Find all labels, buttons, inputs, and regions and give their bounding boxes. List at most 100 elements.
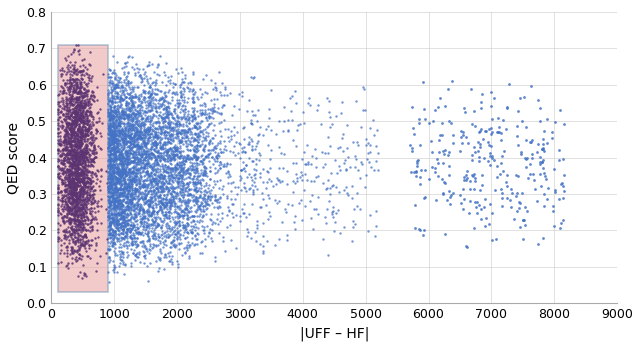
- Point: [183, 183, 193, 189]
- Point: [71, 80, 81, 86]
- Point: [66, 244, 76, 250]
- Point: [70, 193, 80, 199]
- Point: [109, 134, 120, 140]
- Point: [356, 124, 367, 129]
- Point: [300, 172, 310, 177]
- Point: [104, 207, 114, 212]
- Point: [70, 96, 81, 102]
- Point: [287, 189, 298, 195]
- Point: [132, 235, 142, 241]
- Point: [129, 137, 139, 143]
- Point: [107, 217, 117, 223]
- Point: [76, 150, 86, 155]
- Point: [69, 217, 79, 223]
- Point: [73, 126, 83, 132]
- Point: [203, 185, 213, 191]
- Point: [274, 177, 284, 182]
- Point: [337, 131, 348, 136]
- Point: [67, 247, 77, 252]
- Point: [542, 116, 552, 122]
- Point: [126, 159, 136, 164]
- Point: [81, 111, 92, 117]
- Point: [61, 107, 71, 112]
- Point: [70, 213, 80, 219]
- Point: [216, 149, 226, 155]
- Point: [132, 126, 143, 132]
- Point: [148, 147, 159, 153]
- Point: [88, 191, 99, 197]
- Point: [156, 177, 166, 182]
- Point: [70, 121, 81, 126]
- Point: [120, 130, 130, 136]
- Point: [118, 240, 129, 246]
- Point: [260, 185, 271, 190]
- Point: [131, 200, 141, 206]
- Point: [81, 238, 91, 243]
- Point: [173, 118, 183, 124]
- Point: [109, 159, 119, 164]
- Point: [83, 216, 93, 222]
- Point: [189, 99, 200, 104]
- Point: [73, 176, 83, 182]
- Point: [110, 213, 120, 219]
- Point: [78, 181, 88, 186]
- Point: [111, 125, 121, 130]
- Point: [175, 168, 185, 174]
- Point: [75, 88, 85, 94]
- Point: [118, 207, 128, 213]
- Point: [161, 113, 172, 119]
- Point: [104, 257, 115, 262]
- Point: [152, 105, 163, 110]
- Point: [119, 188, 129, 193]
- Point: [104, 230, 115, 236]
- Point: [140, 253, 150, 258]
- Point: [67, 101, 77, 106]
- Point: [73, 175, 83, 181]
- Point: [138, 116, 148, 121]
- Point: [127, 144, 138, 149]
- Point: [175, 197, 185, 203]
- Point: [126, 183, 136, 189]
- Point: [181, 176, 191, 181]
- Point: [78, 118, 88, 124]
- Point: [164, 204, 174, 210]
- Point: [124, 205, 134, 211]
- Point: [76, 133, 86, 138]
- Point: [62, 247, 72, 252]
- Point: [125, 132, 135, 137]
- Point: [179, 112, 189, 117]
- Point: [118, 111, 129, 117]
- Point: [113, 168, 123, 174]
- Point: [130, 158, 140, 163]
- Point: [225, 197, 236, 202]
- Point: [126, 177, 136, 183]
- Point: [150, 178, 161, 183]
- Point: [141, 170, 151, 175]
- Point: [140, 141, 150, 147]
- Point: [72, 146, 83, 152]
- Point: [195, 206, 205, 212]
- Point: [56, 214, 67, 219]
- Point: [132, 151, 143, 156]
- Point: [117, 202, 127, 208]
- Point: [491, 237, 501, 242]
- Point: [204, 190, 214, 196]
- Point: [170, 147, 180, 152]
- Point: [137, 152, 147, 158]
- Point: [106, 124, 116, 130]
- Point: [145, 155, 155, 160]
- Point: [312, 108, 323, 113]
- Point: [266, 147, 276, 153]
- Point: [56, 73, 67, 79]
- Point: [179, 161, 189, 167]
- Point: [76, 199, 86, 205]
- Point: [118, 215, 129, 221]
- Point: [122, 60, 132, 65]
- Point: [136, 153, 146, 158]
- Point: [118, 254, 128, 259]
- Point: [109, 119, 120, 125]
- Point: [127, 155, 138, 160]
- Point: [240, 150, 250, 155]
- Point: [192, 143, 202, 148]
- Point: [156, 114, 166, 120]
